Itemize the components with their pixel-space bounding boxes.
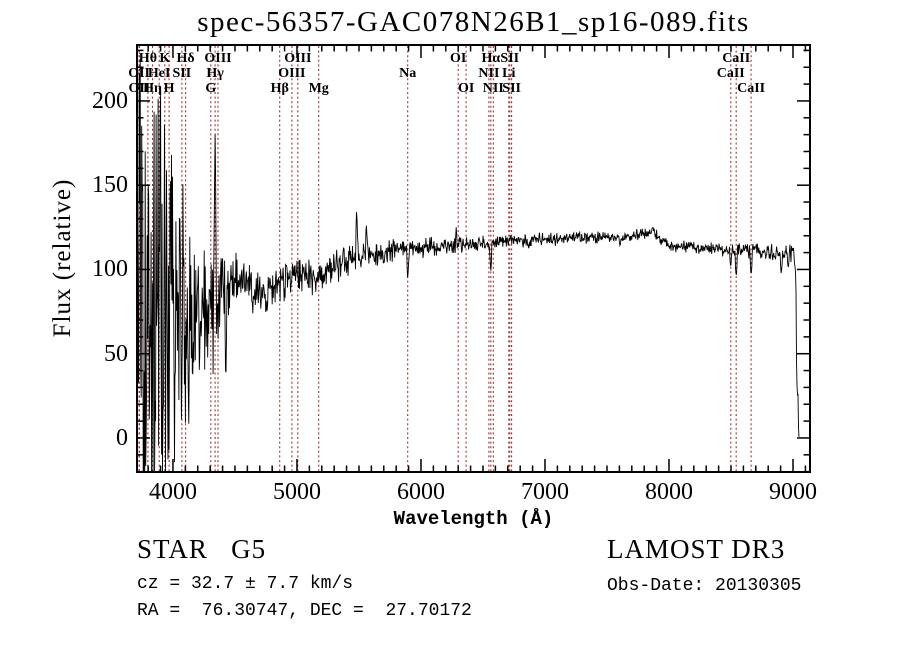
spectral-line-label: SII	[172, 66, 192, 81]
spectral-line-label: SII	[500, 51, 520, 66]
x-axis-label: Wavelength (Å)	[393, 508, 554, 530]
spectral-line-label: HeI	[147, 66, 171, 81]
spectral-line-label: OI	[457, 81, 475, 96]
plot-title: spec-56357-GAC078N26B1_sp16-089.fits	[197, 6, 750, 38]
spectral-line-label: Hγ	[206, 66, 224, 81]
spectral-line-label: Hβ	[270, 81, 289, 96]
y-tick-label: 0	[116, 424, 128, 451]
x-tick-label: 6000	[396, 479, 445, 505]
spectral-line-label: Hα	[481, 51, 501, 66]
spectral-line-label: NII	[482, 81, 504, 96]
spectral-line-label: H	[163, 81, 175, 96]
spectral-line-label: Hη	[143, 81, 162, 96]
spectral-line-label: Hθ	[138, 51, 158, 66]
spectral-line-label: NII	[478, 66, 500, 81]
y-tick-label: 150	[92, 172, 128, 199]
y-tick-label: 100	[92, 256, 128, 283]
spectral-line-label: CaII	[716, 66, 745, 81]
spectral-line-label: OIII	[278, 66, 306, 81]
annotation-survey: LAMOST DR3	[607, 534, 786, 564]
spectral-line-label: OI	[450, 51, 467, 66]
spectral-line-label: Hδ	[176, 51, 195, 66]
spectral-line-label: K	[159, 51, 171, 66]
spectral-line-label: CaII	[737, 81, 766, 96]
plot-frame	[136, 44, 811, 473]
x-tick-label: 7000	[520, 479, 569, 505]
x-tick-label: 9000	[769, 479, 817, 505]
y-tick-label: 200	[92, 87, 128, 114]
spectral-line-label: OIII	[284, 51, 312, 66]
spectral-line-label: CaII	[722, 51, 751, 66]
spectral-line-label: Mg	[308, 81, 329, 96]
spectral-line-label: G	[205, 81, 217, 96]
spectral-line-label: OII	[128, 66, 150, 81]
y-tick-label: 50	[104, 340, 128, 367]
spectral-line-label: Na	[399, 66, 417, 81]
x-tick-label: 8000	[645, 479, 693, 505]
spectral-line-label: OII	[128, 81, 151, 96]
spectrum-trace	[136, 58, 800, 473]
annotation-class: STAR G5	[137, 534, 267, 564]
annotation-cz: cz = 32.7 ± 7.7 km/s	[137, 574, 354, 594]
spectral-line-label: Li	[502, 66, 516, 81]
annotation-obsdate: Obs-Date: 20130305	[607, 576, 802, 596]
x-tick-label: 5000	[272, 479, 321, 505]
spectral-line-label: OIII	[204, 51, 232, 66]
annotation-radec: RA = 76.30747, DEC = 27.70172	[137, 601, 472, 621]
spectral-line-label: SII	[502, 81, 521, 96]
x-tick-label: 4000	[148, 479, 197, 505]
